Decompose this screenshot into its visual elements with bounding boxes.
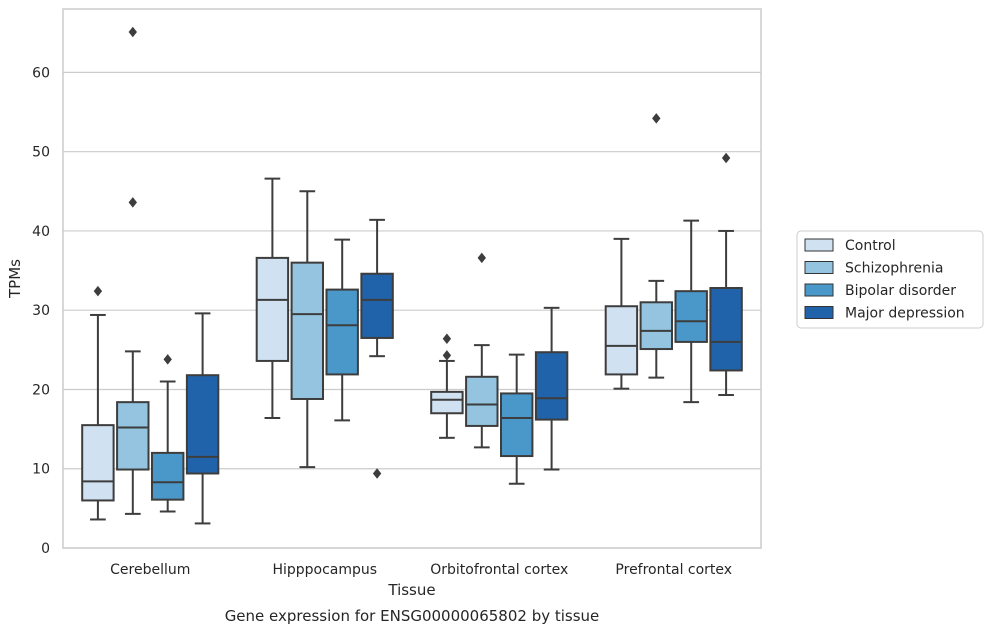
x-axis-label: Tissue	[387, 581, 435, 599]
legend-swatch	[804, 283, 834, 297]
box	[255, 177, 290, 420]
box-iqr	[290, 261, 325, 400]
outlier-point	[442, 333, 452, 344]
box-iqr	[150, 451, 185, 501]
box	[534, 306, 569, 471]
x-tick-label: Prefrontal cortex	[615, 562, 732, 578]
legend-swatch	[804, 238, 834, 252]
outlier-point	[721, 152, 731, 164]
box	[150, 354, 185, 513]
legend-frame	[796, 230, 984, 329]
box-iqr	[465, 375, 499, 427]
x-tick-label: Hipppocampus	[272, 562, 377, 578]
outlier-point	[163, 354, 172, 365]
y-tick-label: 0	[41, 541, 50, 557]
series-control	[81, 177, 639, 521]
legend-label: Schizophrenia	[845, 261, 943, 277]
y-tick-labels: 0 10 20 30 40 50 60	[32, 65, 50, 557]
legend: Control Schizophrenia Bipolar disorder Majo…	[796, 230, 984, 329]
x-tick-labels: Cerebellum Hipppocampus Orbitofrontal cort…	[110, 562, 732, 578]
plot-frame	[62, 8, 762, 549]
box-iqr	[604, 305, 639, 376]
outlier-point	[477, 252, 486, 264]
y-axis-label: TPMs	[6, 259, 24, 299]
box	[325, 238, 359, 422]
y-tick-label: 10	[32, 462, 50, 478]
box	[674, 219, 708, 404]
series-bipolar-disorder	[150, 219, 708, 513]
legend-label: Control	[845, 238, 896, 254]
series-major-depression	[185, 152, 743, 525]
box	[430, 333, 464, 439]
box-iqr	[325, 288, 359, 376]
x-tick-label: Orbitofrontal cortex	[430, 562, 568, 578]
box-iqr	[674, 290, 708, 343]
series-schizophrenia	[116, 26, 674, 515]
box	[360, 218, 394, 479]
box	[290, 190, 325, 469]
y-tick-label: 20	[32, 382, 50, 398]
box-iqr	[360, 272, 394, 339]
box	[185, 312, 220, 525]
box	[709, 152, 743, 397]
box	[639, 113, 674, 379]
y-tick-label: 50	[32, 145, 50, 161]
outlier-point	[128, 197, 137, 208]
y-tick-label: 40	[32, 224, 50, 240]
box	[604, 237, 639, 390]
box-iqr	[185, 374, 220, 475]
y-tick-label: 30	[32, 303, 50, 319]
box-iqr	[430, 390, 464, 415]
legend-swatch	[804, 306, 834, 319]
outlier-point	[442, 350, 452, 361]
outlier-point	[93, 285, 103, 297]
box	[499, 353, 534, 485]
y-tick-label: 60	[32, 65, 50, 81]
box-iqr	[116, 401, 150, 471]
box-iqr	[255, 256, 290, 362]
box	[81, 285, 115, 521]
box-iqr	[81, 424, 115, 502]
box-iqr	[639, 301, 674, 351]
legend-swatch	[804, 261, 834, 274]
x-tick-label: Cerebellum	[110, 562, 190, 578]
outlier-point	[372, 468, 382, 479]
chart-caption: Gene expression for ENSG00000065802 by t…	[225, 607, 600, 625]
box	[465, 252, 499, 449]
outlier-point	[652, 113, 661, 124]
box-series-layer	[81, 26, 743, 525]
legend-label: Bipolar disorder	[845, 283, 956, 299]
box-iqr	[709, 287, 743, 372]
box-iqr	[499, 392, 534, 458]
box	[116, 26, 150, 515]
outlier-point	[128, 26, 137, 38]
legend-label: Major depression	[845, 306, 965, 322]
box-iqr	[534, 351, 569, 421]
